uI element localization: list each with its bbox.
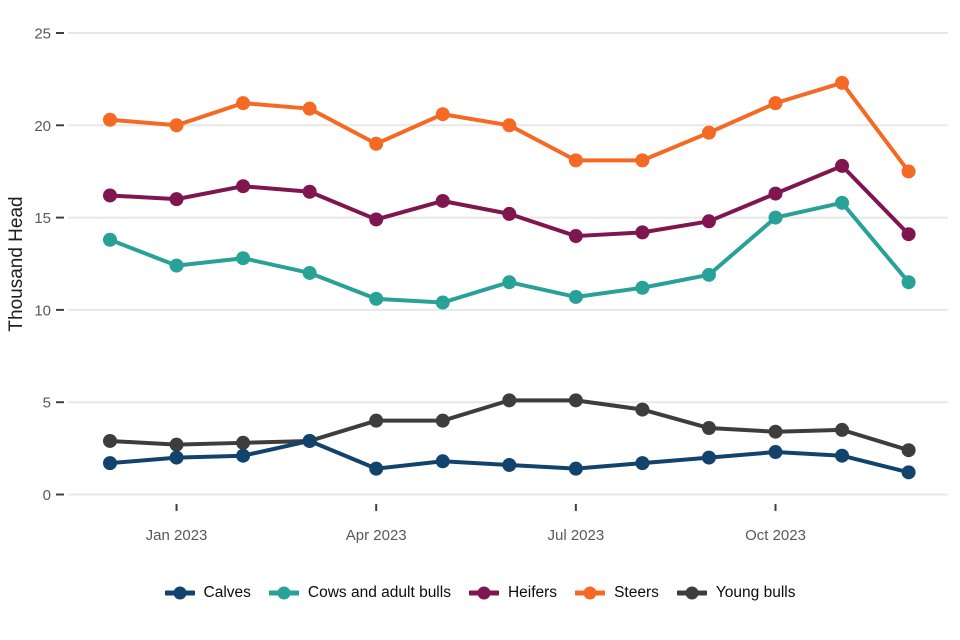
data-point-young-bulls: [169, 437, 184, 452]
series-line-heifers: [108, 163, 911, 239]
legend-item-heifers: Heifers: [468, 584, 558, 602]
data-point-young-bulls: [103, 433, 117, 448]
data-point-cows-and-adult-bulls: [369, 291, 384, 306]
data-point-steers: [768, 96, 783, 111]
data-point-calves: [568, 461, 583, 476]
x-tick-label: Apr 2023: [346, 527, 407, 544]
data-point-calves: [502, 457, 517, 472]
legend-marker-icon: [468, 586, 499, 600]
data-point-steers: [701, 125, 716, 140]
y-tick-label: 5: [43, 395, 51, 412]
data-point-steers: [835, 75, 850, 90]
data-point-steers: [568, 153, 583, 168]
data-point-young-bulls: [768, 424, 783, 439]
y-tick-label: 0: [43, 487, 51, 504]
data-point-cows-and-adult-bulls: [236, 251, 251, 266]
x-tick-label: Oct 2023: [745, 527, 806, 544]
data-point-heifers: [835, 158, 850, 173]
data-point-calves: [701, 450, 716, 465]
data-point-cows-and-adult-bulls: [901, 275, 916, 290]
x-tick-label: Jul 2023: [547, 527, 604, 544]
data-point-heifers: [302, 184, 317, 199]
data-point-cows-and-adult-bulls: [701, 267, 716, 282]
data-point-calves: [103, 456, 117, 471]
data-point-young-bulls: [369, 413, 384, 428]
data-point-young-bulls: [568, 393, 583, 408]
data-point-calves: [768, 445, 783, 460]
data-point-cows-and-adult-bulls: [835, 195, 850, 210]
legend-item-calves: Calves: [164, 584, 251, 602]
data-point-steers: [901, 164, 916, 179]
data-point-calves: [169, 450, 184, 465]
data-point-heifers: [901, 227, 916, 242]
chart-legend: Calves Cows and adult bulls Heifers Steers Y…: [0, 584, 960, 602]
x-tick-label: Jan 2023: [146, 527, 208, 544]
data-point-heifers: [502, 206, 517, 221]
data-point-heifers: [768, 186, 783, 201]
data-point-calves: [435, 454, 450, 469]
data-point-cows-and-adult-bulls: [635, 280, 650, 295]
data-point-cows-and-adult-bulls: [568, 289, 583, 304]
data-point-heifers: [103, 188, 117, 203]
legend-marker-icon: [676, 586, 707, 600]
legend-label: Heifers: [507, 584, 558, 601]
data-point-steers: [103, 112, 117, 127]
data-point-calves: [236, 448, 251, 463]
data-point-calves: [901, 465, 916, 480]
data-point-calves: [835, 448, 850, 463]
data-point-heifers: [435, 193, 450, 208]
data-point-young-bulls: [901, 443, 916, 458]
y-tick-label: 20: [34, 118, 51, 135]
line-chart: 0 5 10 15 20 25 Jan 2023 Apr 2023 Jul 2023 Oct 20…: [6, 26, 948, 544]
data-point-cows-and-adult-bulls: [502, 275, 517, 290]
legend-label: Calves: [203, 584, 251, 601]
legend-marker-icon: [575, 586, 606, 600]
data-point-young-bulls: [701, 421, 716, 436]
data-point-calves: [302, 433, 317, 448]
legend-label: Young bulls: [715, 584, 796, 601]
data-point-steers: [635, 153, 650, 168]
data-point-cows-and-adult-bulls: [169, 258, 184, 273]
data-point-steers: [169, 118, 184, 133]
data-point-steers: [435, 107, 450, 122]
y-axis-title: Thousand Head: [6, 196, 27, 331]
data-point-calves: [635, 456, 650, 471]
legend-label: Cows and adult bulls: [307, 584, 451, 601]
y-tick-label: 10: [34, 302, 51, 319]
legend-marker-icon: [268, 586, 299, 600]
data-point-heifers: [236, 179, 251, 194]
data-point-heifers: [635, 225, 650, 240]
data-point-young-bulls: [635, 402, 650, 417]
data-point-cows-and-adult-bulls: [435, 295, 450, 310]
data-point-steers: [369, 136, 384, 151]
data-point-heifers: [701, 214, 716, 229]
data-point-steers: [502, 118, 517, 133]
legend-item-young-bulls: Young bulls: [676, 584, 796, 602]
legend-item-cows-and-adult-bulls: Cows and adult bulls: [268, 584, 451, 602]
data-point-cows-and-adult-bulls: [302, 265, 317, 280]
data-point-young-bulls: [835, 422, 850, 437]
data-point-steers: [302, 101, 317, 116]
data-point-cows-and-adult-bulls: [103, 232, 117, 247]
data-point-heifers: [369, 212, 384, 227]
data-point-young-bulls: [236, 435, 251, 450]
data-point-steers: [236, 96, 251, 111]
data-point-heifers: [568, 229, 583, 244]
data-point-heifers: [169, 192, 184, 207]
legend-label: Steers: [614, 584, 659, 601]
legend-marker-icon: [164, 586, 195, 600]
data-point-young-bulls: [502, 393, 517, 408]
y-tick-label: 15: [34, 210, 51, 227]
series-line-young-bulls: [108, 398, 911, 453]
legend-item-steers: Steers: [575, 584, 659, 602]
data-point-calves: [369, 461, 384, 476]
data-point-young-bulls: [435, 413, 450, 428]
y-tick-label: 25: [34, 26, 51, 43]
data-point-cows-and-adult-bulls: [768, 210, 783, 225]
